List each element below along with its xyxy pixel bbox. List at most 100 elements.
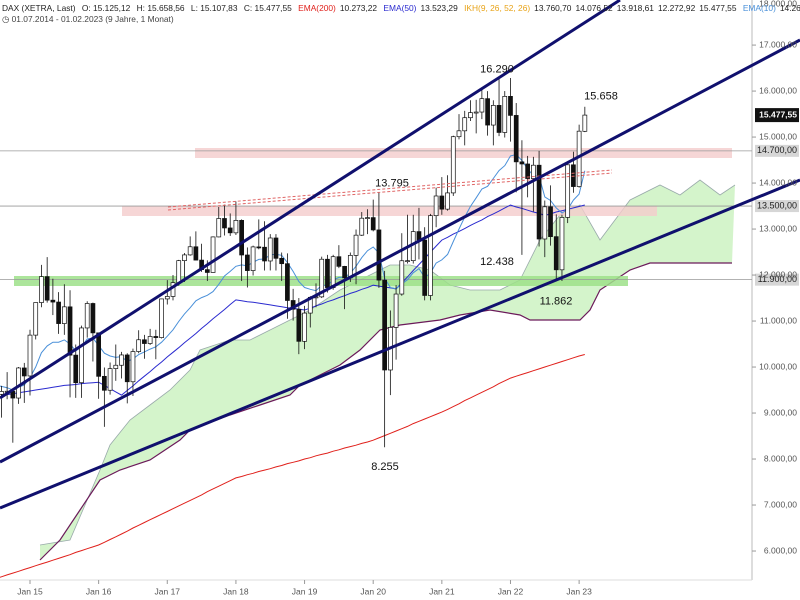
quote: L: 15.107,83 (190, 3, 238, 13)
legend-name: EMA(50) (383, 3, 417, 13)
candle-body (193, 246, 199, 261)
x-tick-label: Jan 22 (498, 586, 524, 596)
x-tick-label: Jan 23 (566, 586, 592, 596)
y-tick-label: 8.000,00 (764, 453, 797, 463)
resistance-zone (195, 148, 732, 158)
annotation: 8.255 (371, 461, 399, 473)
candle-body (553, 236, 559, 271)
legend-name: EMA(200) (298, 3, 336, 13)
candle-body (428, 215, 433, 296)
candle-body (376, 229, 382, 281)
candle-body (16, 367, 21, 399)
candle-body (325, 258, 330, 288)
candle-body (582, 114, 588, 132)
y-tick-label: 12.000,00 (759, 269, 797, 279)
legend-value: 14.076,52 (575, 3, 613, 13)
level-label: 11.900,00 (758, 274, 797, 284)
candle-body (176, 260, 182, 284)
candle-body (445, 192, 450, 210)
candle-body (153, 336, 159, 338)
candle-body (485, 98, 490, 126)
header: DAX (XETRA, Last) O: 15.125,12 H: 15.658… (2, 3, 800, 13)
candle-body (107, 368, 113, 391)
candle-body (262, 246, 267, 262)
candle-body (204, 269, 210, 273)
candle-body (44, 276, 50, 301)
annotation: 13.795 (375, 177, 409, 189)
x-tick-label: Jan 20 (360, 586, 386, 596)
candle-body (113, 364, 119, 369)
candle-body (450, 136, 456, 194)
annotation: 15.658 (584, 91, 618, 103)
candle-body (73, 354, 79, 384)
y-tick-label: 10.000,00 (759, 361, 797, 371)
candle-body (216, 218, 222, 238)
candle-body (468, 112, 473, 119)
ichimoku-cloud (39, 179, 736, 561)
candle-body (136, 339, 142, 352)
candle-body (227, 227, 233, 234)
legend-value: 13.918,61 (616, 3, 654, 13)
candle-body (571, 164, 576, 187)
candle-body (33, 302, 39, 336)
candle-body (130, 351, 136, 383)
candle-body (531, 164, 536, 179)
candle-body (39, 276, 44, 303)
candle-body (124, 354, 130, 383)
candle-body (439, 195, 445, 210)
cloud-lower-line (39, 262, 732, 561)
candle-body (319, 258, 325, 298)
candle-body (239, 220, 244, 256)
legend-value: 15.477,55 (699, 3, 737, 13)
candle-body (222, 218, 227, 229)
candle-body (490, 105, 496, 126)
candle-body (336, 256, 342, 267)
x-tick-label: Jan 15 (17, 586, 43, 596)
candle-body (79, 327, 84, 384)
candle-body (233, 220, 239, 234)
candle-body (525, 163, 530, 179)
legend-value: 14.268,92 (779, 3, 800, 13)
legend-name: EMA(10) (742, 3, 776, 13)
candle-body (422, 239, 428, 296)
candle-body (502, 96, 508, 133)
x-tick-label: Jan 17 (155, 586, 181, 596)
candle-body (147, 336, 153, 344)
candle-body (119, 354, 124, 366)
level-label: 14.700,00 (757, 145, 797, 155)
period-text: 01.07.2014 - 01.02.2023 (9 Jahre, 1 Mona… (11, 14, 174, 24)
annotation: 16.290 (480, 64, 514, 76)
candle-body (405, 260, 410, 263)
candle-body (210, 236, 216, 273)
candle-body (508, 96, 513, 116)
candle-body (342, 266, 347, 279)
candle-body (50, 299, 56, 303)
quote: H: 15.658,56 (136, 3, 185, 13)
annotation: 12.438 (480, 256, 514, 268)
x-tick-label: Jan 18 (223, 586, 249, 596)
candle-body (462, 117, 468, 132)
resistance-zone (122, 206, 657, 216)
candle-body (182, 254, 187, 262)
candle-body (164, 296, 170, 300)
candle-body (479, 98, 485, 113)
candle-body (548, 206, 553, 237)
candle-body (473, 111, 479, 114)
candle-body (84, 303, 90, 329)
trendline (0, 178, 800, 510)
legend-value: 13.523,29 (420, 3, 458, 13)
candle-body (159, 298, 164, 338)
y-tick-label: 6.000,00 (764, 545, 797, 555)
candle-body (250, 246, 256, 271)
y-tick-label: 7.000,00 (764, 499, 797, 509)
candle-body (513, 115, 519, 163)
level-box (755, 273, 799, 286)
candle-body (273, 237, 279, 259)
candle-body (559, 217, 565, 271)
candle-body (256, 246, 262, 249)
candle-body (285, 263, 290, 301)
trendline (0, 38, 800, 464)
candle-body (519, 161, 525, 165)
quote: C: 15.477,55 (243, 3, 292, 13)
